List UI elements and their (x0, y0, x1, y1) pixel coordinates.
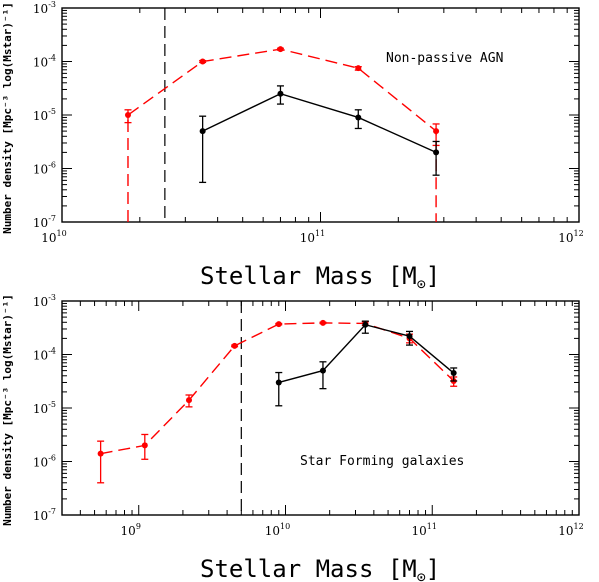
x-tick-label-exponent: 12 (574, 229, 584, 238)
data-point (433, 149, 440, 156)
data-point (199, 128, 206, 135)
series-line (202, 92, 437, 154)
y-tick-label-base: 10 (33, 509, 48, 523)
y-tick-label-exponent: -3 (48, 293, 56, 302)
panel-non-passive-agn: Non-passive AGN Number density [Mpc⁻³ lo… (1, 0, 584, 293)
y-tick-label: 10-5 (33, 400, 56, 416)
y-tick-label: 10-7 (33, 214, 56, 230)
data-point (355, 114, 362, 121)
x-axis-label-text: Stellar Mass [M (200, 262, 417, 290)
data-point (141, 442, 148, 449)
y-tick-label-base: 10 (33, 349, 48, 363)
x-tick-label-base: 10 (121, 524, 136, 538)
y-tick-label-base: 10 (33, 216, 48, 230)
x-tick-label-exponent: 10 (57, 229, 67, 238)
data-point (355, 65, 362, 72)
x-tick-label: 1011 (412, 522, 437, 538)
y-tick-label: 10-6 (33, 454, 56, 470)
x-axis-label-close: ] (426, 262, 440, 290)
data-point (450, 370, 457, 377)
data-point (124, 112, 131, 118)
y-tick-label-base: 10 (33, 402, 48, 416)
data-point (231, 342, 238, 349)
data-point (275, 321, 282, 328)
plot-frame (61, 7, 580, 223)
y-tick-label-base: 10 (33, 56, 48, 70)
y-tick-label-base: 10 (33, 456, 48, 470)
y-tick-label: 10-3 (33, 0, 56, 16)
x-tick-label: 1010 (265, 522, 290, 538)
y-tick-label: 10-4 (33, 54, 56, 70)
x-tick-label-exponent: 11 (315, 229, 325, 238)
x-axis-label-subscript: ⊙ (417, 568, 426, 582)
y-tick-label-base: 10 (33, 295, 48, 309)
y-tick-label-exponent: -6 (48, 161, 56, 170)
y-tick-label-exponent: -7 (48, 214, 56, 223)
y-tick-label-exponent: -7 (48, 507, 56, 516)
x-tick-label-exponent: 9 (136, 522, 141, 531)
x-tick-label-base: 10 (265, 524, 280, 538)
y-tick-label: 10-5 (33, 107, 56, 123)
data-point (97, 450, 104, 457)
data-point (406, 333, 413, 340)
svg-text:Stellar Mass [M⊙]: Stellar Mass [M⊙] (200, 262, 440, 293)
x-tick-label: 1011 (300, 229, 325, 245)
x-tick-label-base: 10 (41, 231, 56, 245)
y-tick-label-base: 10 (33, 163, 48, 177)
x-tick-label: 1012 (558, 229, 583, 245)
x-tick-label-exponent: 10 (280, 522, 290, 531)
data-point (362, 321, 369, 328)
y-tick-label: 10-7 (33, 507, 56, 523)
x-axis-label-text: Stellar Mass [M (200, 555, 417, 582)
y-tick-label-exponent: -4 (48, 54, 56, 63)
y-tick-label-exponent: -5 (48, 400, 56, 409)
annotation-star-forming-galaxies: Star Forming galaxies (300, 454, 464, 469)
x-tick-label-base: 10 (300, 231, 315, 245)
x-axis-label: Stellar Mass [M⊙] (200, 262, 440, 293)
data-point (277, 46, 284, 53)
data-point (185, 397, 192, 404)
data-point (319, 367, 326, 374)
annotation-non-passive-agn: Non-passive AGN (386, 51, 503, 66)
x-tick-label-base: 10 (412, 524, 427, 538)
x-axis-label: Stellar Mass [M⊙] (200, 555, 440, 582)
x-tick-label: 1012 (558, 522, 583, 538)
x-tick-label-base: 10 (558, 524, 573, 538)
series-line (127, 48, 437, 222)
data-point (433, 128, 440, 135)
y-tick-label-base: 10 (33, 109, 48, 123)
svg-text:Stellar Mass [M⊙]: Stellar Mass [M⊙] (200, 555, 440, 582)
y-tick-label-exponent: -3 (48, 0, 56, 9)
panel-star-forming-galaxies: Star Forming galaxies Number density [Mp… (1, 293, 584, 582)
plot-frame (61, 300, 580, 516)
data-point (319, 319, 326, 326)
data-point (275, 379, 282, 386)
x-tick-label-exponent: 11 (427, 522, 437, 531)
x-tick-label-base: 10 (558, 231, 573, 245)
y-tick-label-exponent: -6 (48, 454, 56, 463)
data-point (199, 58, 206, 65)
x-axis-label-close: ] (426, 555, 440, 582)
y-axis-label: Number density [Mpc⁻³ log(Mstar)⁻¹] (1, 2, 14, 234)
y-tick-label: 10-4 (33, 347, 56, 363)
y-tick-label-exponent: -5 (48, 107, 56, 116)
data-point (277, 90, 284, 97)
y-tick-label: 10-3 (33, 293, 56, 309)
x-tick-label: 1010 (41, 229, 66, 245)
y-tick-label: 10-6 (33, 161, 56, 177)
y-tick-label-exponent: -4 (48, 347, 56, 356)
y-axis-label: Number density [Mpc⁻³ log(Mstar)⁻¹] (1, 294, 14, 526)
x-tick-label-exponent: 12 (574, 522, 584, 531)
y-tick-label-base: 10 (33, 2, 48, 16)
series-line (100, 322, 455, 455)
x-tick-label: 109 (121, 522, 141, 538)
x-axis-label-subscript: ⊙ (417, 275, 426, 293)
